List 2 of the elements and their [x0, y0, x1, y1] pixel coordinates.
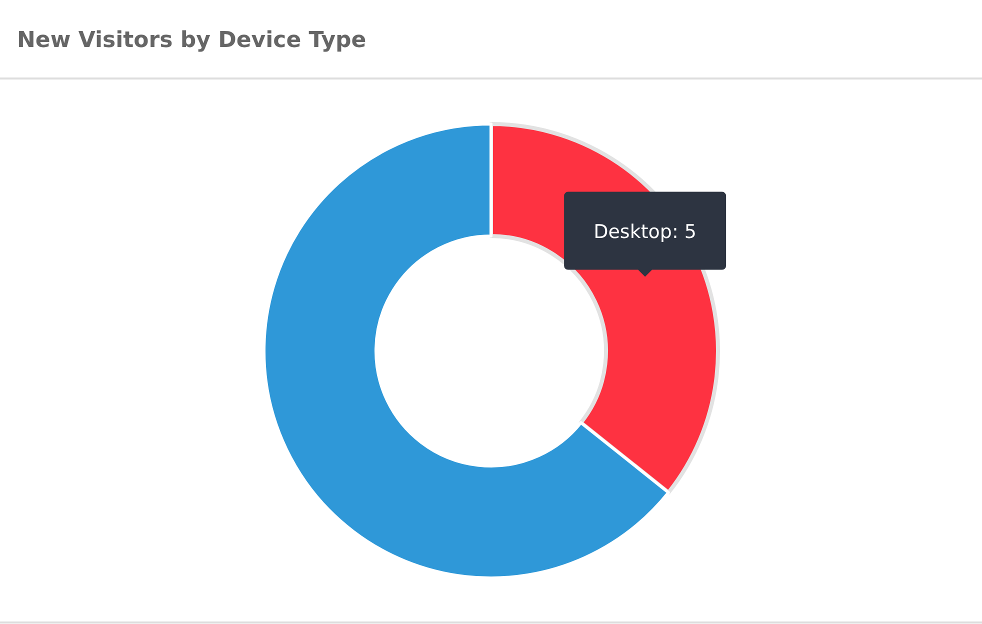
slice-label: Desktop: 5	[594, 220, 697, 243]
chart-title: New Visitors by Device Type	[17, 28, 366, 53]
